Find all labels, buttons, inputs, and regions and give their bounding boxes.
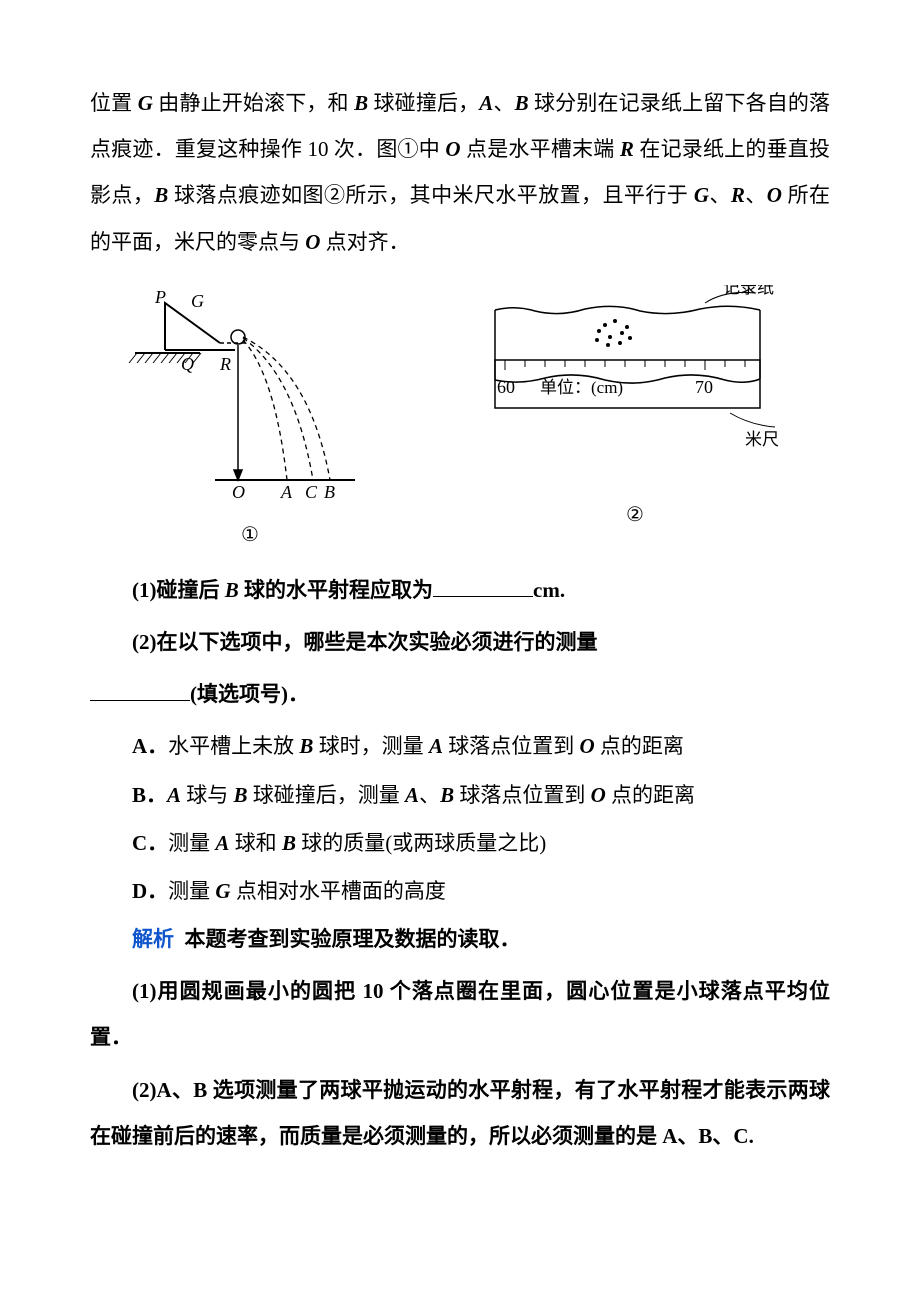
q2-tail: (填选项号)． xyxy=(190,682,309,706)
txt: 由静止开始滚下，和 xyxy=(153,91,354,115)
var: B xyxy=(440,783,454,807)
choice-c: C．测量 A 球和 B 球的质量(或两球质量之比) xyxy=(90,820,830,866)
solution-line-2: (2)A、B 选项测量了两球平抛运动的水平射程，有了水平射程才能表示两球在碰撞前… xyxy=(90,1067,830,1159)
figure-2: 记录纸 xyxy=(475,285,795,537)
solution-line-1: (1)用圆规画最小的圆把 10 个落点圈在里面，圆心位置是小球落点平均位置． xyxy=(90,968,830,1060)
var-b: B xyxy=(354,91,368,115)
txt: 球落点痕迹如图②所示，其中米尺水平放置，且平行于 xyxy=(168,183,694,207)
figure-2-caption: ② xyxy=(626,493,644,537)
q1-mid: 球的水平射程应取为 xyxy=(239,578,433,602)
q1-suffix: cm. xyxy=(533,578,565,602)
question-1: (1)碰撞后 B 球的水平射程应取为 cm. xyxy=(90,567,830,613)
solution-line-0: 解析 本题考查到实验原理及数据的读取． xyxy=(90,916,830,962)
txt: 球与 xyxy=(181,783,234,807)
label-r: R xyxy=(219,354,231,374)
solution-label: 解析 xyxy=(132,927,174,951)
choice-a: A．水平槽上未放 B 球时，测量 A 球落点位置到 O 点的距离 xyxy=(90,723,830,769)
label-b: B xyxy=(324,482,335,502)
var-o: O xyxy=(445,137,460,161)
txt: 位置 xyxy=(90,91,138,115)
label-ruler: 米尺 xyxy=(745,430,779,449)
label-q: Q xyxy=(181,354,194,374)
scatter-points xyxy=(595,319,632,347)
txt: 测量 xyxy=(168,831,215,855)
txt: 球碰撞后，测量 xyxy=(248,783,406,807)
txt: 球落点位置到 xyxy=(443,734,580,758)
experiment-diagram-icon: P G Q R O A C B xyxy=(125,285,375,505)
var: B xyxy=(282,831,296,855)
txt: 球和 xyxy=(229,831,282,855)
txt: 球的质量(或两球质量之比) xyxy=(296,831,546,855)
txt: 点对齐． xyxy=(320,230,409,254)
txt: 球时，测量 xyxy=(313,734,429,758)
label-g: G xyxy=(191,291,204,311)
tick-70: 70 xyxy=(695,377,713,397)
sep: 、 xyxy=(493,91,514,115)
txt: 点相对水平槽面的高度 xyxy=(231,879,446,903)
txt: 水平槽上未放 xyxy=(168,734,299,758)
var: A xyxy=(215,831,229,855)
txt: 点是水平槽末端 xyxy=(461,137,620,161)
figure-1: P G Q R O A C B ① xyxy=(125,285,375,557)
q1-prefix: (1)碰撞后 xyxy=(132,578,225,602)
choice-b: B．A 球与 B 球碰撞后，测量 A、B 球落点位置到 O 点的距离 xyxy=(90,772,830,818)
question-2-line2: (填选项号)． xyxy=(90,671,830,717)
label-c: C xyxy=(305,482,318,502)
choice-letter: B． xyxy=(132,783,167,807)
label-o: O xyxy=(232,482,245,502)
figure-row: P G Q R O A C B ① 记录纸 xyxy=(90,285,830,557)
blank-input-2[interactable] xyxy=(90,680,190,701)
var-o2: O xyxy=(767,183,782,207)
var-r: R xyxy=(620,137,634,161)
label-p: P xyxy=(154,287,166,307)
var: A xyxy=(167,783,181,807)
var-b2: B xyxy=(515,91,529,115)
sep: 、 xyxy=(709,183,731,207)
txt: 球落点位置到 xyxy=(454,783,591,807)
blank-input[interactable] xyxy=(433,576,533,597)
sep: 、 xyxy=(419,783,440,807)
var: A xyxy=(405,783,419,807)
unit-label: 单位：(cm) xyxy=(540,378,623,397)
txt: 点的距离 xyxy=(595,734,684,758)
txt: 点的距离 xyxy=(606,783,695,807)
var-r2: R xyxy=(731,183,745,207)
var-g: G xyxy=(138,91,153,115)
label-paper: 记录纸 xyxy=(723,285,774,297)
tick-60: 60 xyxy=(497,377,515,397)
intro-paragraph: 位置 G 由静止开始滚下，和 B 球碰撞后，A、B 球分别在记录纸上留下各自的落… xyxy=(90,80,830,265)
choice-letter: C． xyxy=(132,831,168,855)
var-o3: O xyxy=(305,230,320,254)
var: O xyxy=(591,783,606,807)
choice-letter: A． xyxy=(132,734,168,758)
var-g2: G xyxy=(694,183,709,207)
var: O xyxy=(579,734,594,758)
record-paper-diagram-icon: 记录纸 xyxy=(475,285,795,485)
var: B xyxy=(299,734,313,758)
var: A xyxy=(429,734,443,758)
txt: 测量 xyxy=(168,879,215,903)
q1-b: B xyxy=(225,578,239,602)
choice-d: D．测量 G 点相对水平槽面的高度 xyxy=(90,868,830,914)
label-a: A xyxy=(280,482,293,502)
var: B xyxy=(234,783,248,807)
var-a: A xyxy=(479,91,493,115)
var-b3: B xyxy=(154,183,168,207)
solution-text-0: 本题考查到实验原理及数据的读取． xyxy=(185,927,521,951)
sep: 、 xyxy=(745,183,767,207)
var: G xyxy=(215,879,230,903)
figure-1-caption: ① xyxy=(241,513,259,557)
txt: 球碰撞后， xyxy=(368,91,479,115)
question-2-line1: (2)在以下选项中，哪些是本次实验必须进行的测量 xyxy=(90,619,830,665)
choice-letter: D． xyxy=(132,879,168,903)
